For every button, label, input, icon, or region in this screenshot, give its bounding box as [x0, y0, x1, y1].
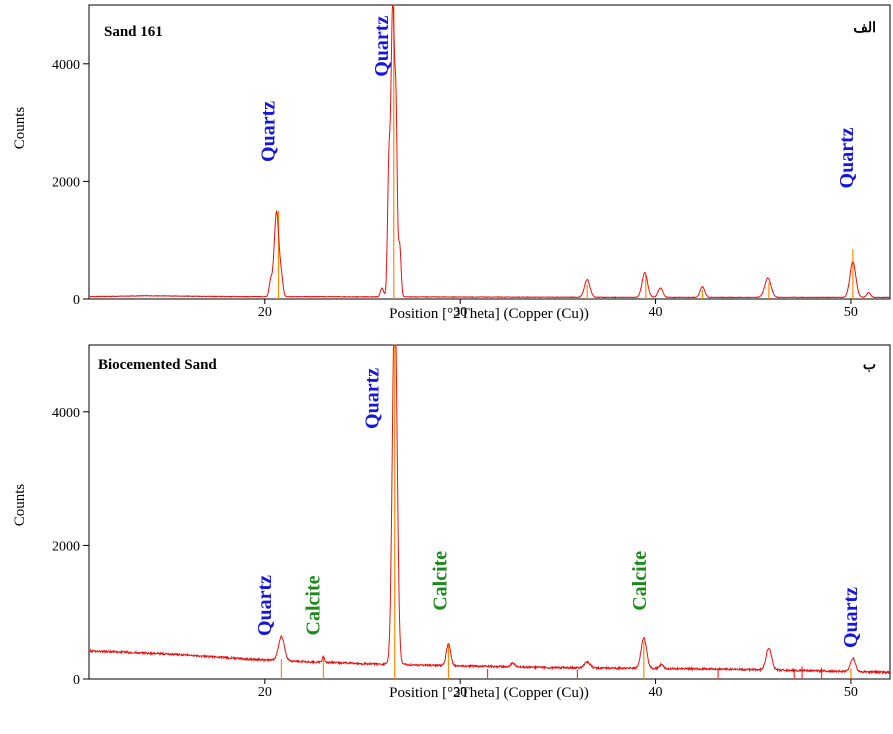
phase-label: Quartz: [258, 101, 280, 162]
y-tick-label: 2000: [52, 175, 80, 190]
x-tick-label: 20: [258, 305, 272, 320]
chart-panel-sand-161: 20 30 40 50 0 2000 4000 Quartz Quartz Quartz Sa…: [12, 4, 891, 322]
plot-frame: [88, 4, 891, 300]
phase-label: Quartz: [371, 16, 393, 77]
x-axis-label: Position [°2Theta] (Copper (Cu)): [389, 685, 589, 701]
phase-label: Calcite: [430, 551, 452, 611]
phase-label: Quartz: [836, 127, 858, 188]
x-tick-label: 20: [258, 685, 272, 700]
y-axis-label: Counts: [12, 107, 28, 150]
y-axis-label: Counts: [12, 484, 28, 527]
pattern-line: [88, 344, 891, 675]
x-tick-label: 50: [844, 685, 858, 700]
phase-label: Quartz: [840, 587, 862, 648]
chart-panel-biocemented-sand: 20 30 40 50 0 2000 4000 Quartz Calcite Quartz Ca…: [12, 344, 891, 701]
phase-label: Quartz: [361, 368, 383, 429]
phase-label: Quartz: [254, 575, 276, 636]
x-tick-label: 30: [453, 685, 467, 700]
y-tick-label: 0: [73, 293, 80, 308]
x-tick-label: 50: [844, 305, 858, 320]
y-tick-label: 0: [73, 673, 80, 688]
y-axis-ticks: 0 2000 4000: [52, 406, 89, 688]
diffraction-pattern: [88, 4, 891, 299]
x-axis-ticks: 20 30 40 50: [258, 679, 858, 700]
reference-sticks: [280, 345, 852, 679]
panel-corner-label: الف: [853, 21, 876, 36]
x-axis-label: Position [°2Theta] (Copper (Cu)): [389, 306, 589, 322]
pattern-line: [88, 4, 891, 299]
plot-frame: [88, 344, 891, 680]
phase-label: Calcite: [303, 575, 325, 635]
reference-sticks: [277, 5, 854, 299]
x-axis-ticks: 20 30 40 50: [258, 299, 858, 320]
y-tick-label: 4000: [52, 58, 80, 73]
diffraction-pattern: [88, 344, 891, 675]
panel-title: Sand 161: [104, 24, 163, 40]
y-tick-label: 2000: [52, 539, 80, 554]
panel-title: Biocemented Sand: [98, 357, 217, 373]
x-tick-label: 40: [649, 685, 663, 700]
x-tick-label: 40: [649, 305, 663, 320]
x-tick-label: 30: [453, 305, 467, 320]
phase-label: Calcite: [629, 551, 651, 611]
panel-corner-label: ب: [863, 358, 876, 373]
phase-annotations: Quartz Quartz Quartz: [258, 16, 858, 189]
y-axis-ticks: 0 2000 4000: [52, 58, 89, 308]
phase-annotations: Quartz Calcite Quartz Calcite Calcite Quartz: [254, 368, 862, 648]
y-tick-label: 4000: [52, 406, 80, 421]
